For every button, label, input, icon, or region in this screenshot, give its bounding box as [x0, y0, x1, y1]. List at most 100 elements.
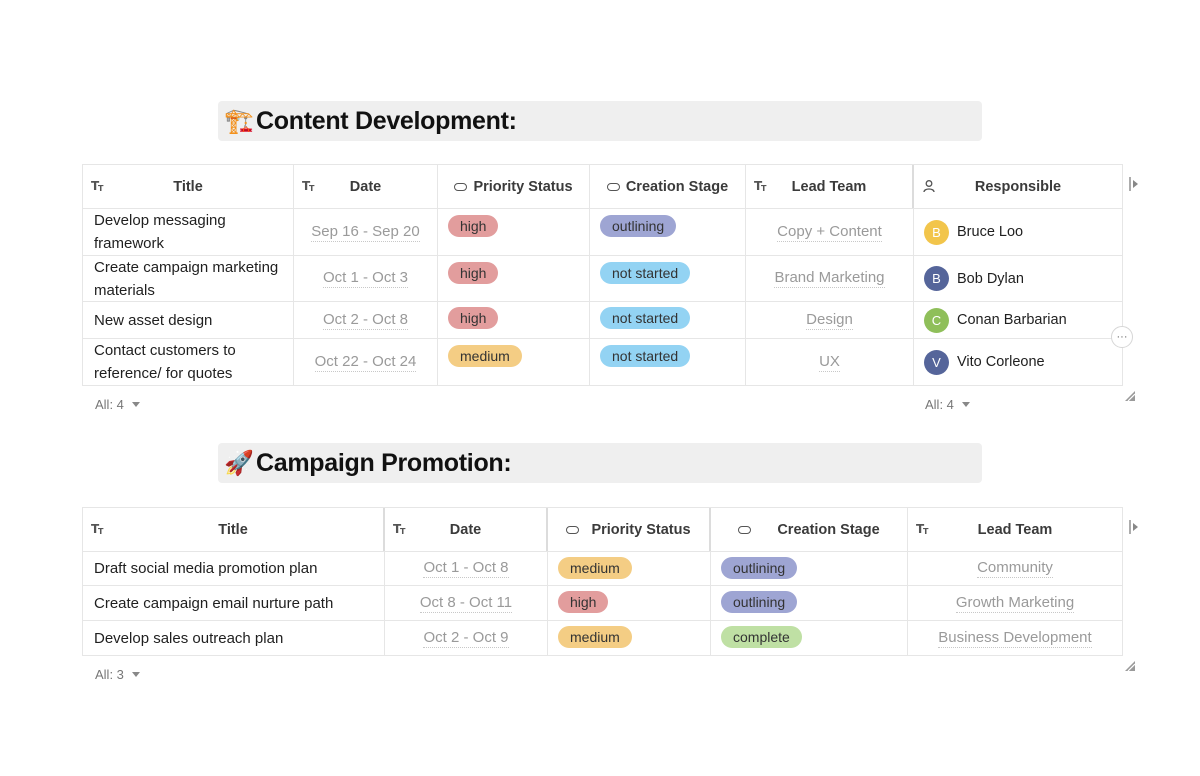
section-heading-content-development[interactable]: 🏗️ Content Development: — [218, 101, 982, 141]
priority-cell[interactable]: medium — [548, 621, 711, 655]
svg-text:T: T — [302, 179, 311, 193]
expand-columns-icon[interactable] — [1129, 177, 1139, 191]
expand-columns-icon[interactable] — [1129, 520, 1139, 534]
title-cell[interactable]: New asset design — [83, 302, 294, 338]
stage-tag: complete — [721, 626, 802, 648]
row-count-footer[interactable]: All: 3 — [95, 667, 140, 682]
column-header-label: Priority Status — [473, 178, 573, 195]
date-cell[interactable]: Oct 1 - Oct 3 — [294, 256, 438, 301]
lead-team-cell[interactable]: UX — [746, 339, 914, 385]
svg-text:T: T — [916, 522, 925, 536]
responsible-cell[interactable]: B Bob Dylan — [914, 256, 1122, 301]
date-cell[interactable]: Oct 2 - Oct 9 — [385, 621, 548, 655]
avatar: V — [924, 349, 949, 375]
stage-tag: outlining — [721, 591, 798, 613]
svg-text:T: T — [91, 179, 100, 193]
person-name: Conan Barbarian — [957, 312, 1067, 328]
lead-team-cell[interactable]: Copy + Content — [746, 209, 914, 255]
person-icon — [922, 178, 938, 194]
responsible-cell[interactable]: C Conan Barbarian — [914, 302, 1122, 338]
date-cell[interactable]: Oct 22 - Oct 24 — [294, 339, 438, 385]
caret-down-icon — [961, 402, 970, 407]
stage-cell[interactable]: not started — [590, 339, 746, 385]
svg-text:T: T — [754, 179, 763, 193]
date-cell[interactable]: Oct 2 - Oct 8 — [294, 302, 438, 338]
column-header-creation-stage[interactable]: Creation Stage — [590, 165, 746, 208]
select-type-icon — [454, 182, 468, 191]
responsible-count-footer[interactable]: All: 4 — [925, 397, 970, 412]
title-cell[interactable]: Develop sales outreach plan — [83, 621, 385, 655]
priority-tag: high — [448, 262, 499, 284]
title-cell[interactable]: Develop messaging framework — [83, 209, 294, 255]
resize-handle-icon[interactable] — [1125, 391, 1135, 401]
title-cell[interactable]: Contact customers to reference/ for quot… — [83, 339, 294, 385]
title-cell[interactable]: Create campaign email nurture path — [83, 586, 385, 620]
column-header-priority-status[interactable]: Priority Status — [548, 508, 711, 551]
priority-cell[interactable]: medium — [438, 339, 590, 385]
avatar: B — [924, 266, 949, 291]
table-row[interactable]: Create campaign email nurture path Oct 8… — [83, 586, 1122, 621]
table-row[interactable]: New asset design Oct 2 - Oct 8 high not … — [83, 302, 1122, 339]
table-row[interactable]: Develop messaging framework Sep 16 - Sep… — [83, 209, 1122, 256]
title-cell[interactable]: Draft social media promotion plan — [83, 552, 385, 585]
table-row[interactable]: Create campaign marketing materials Oct … — [83, 256, 1122, 302]
crane-icon: 🏗️ — [224, 107, 254, 135]
lead-team-cell[interactable]: Growth Marketing — [955, 593, 1075, 613]
column-header-responsible[interactable]: Responsible — [914, 165, 1122, 208]
lead-team-cell[interactable]: Design — [746, 302, 914, 338]
column-header-priority-status[interactable]: Priority Status — [438, 165, 590, 208]
stage-cell[interactable]: not started — [590, 256, 746, 301]
section-heading-campaign-promotion[interactable]: 🚀 Campaign Promotion: — [218, 443, 982, 483]
column-header-creation-stage[interactable]: Creation Stage — [711, 508, 908, 551]
stage-tag: not started — [600, 345, 691, 367]
column-header-label: Priority Status — [591, 521, 691, 538]
column-header-label: Title — [218, 521, 248, 538]
priority-cell[interactable]: high — [438, 302, 590, 338]
date-cell[interactable]: Sep 16 - Sep 20 — [294, 209, 438, 255]
stage-cell[interactable]: outlining — [711, 552, 908, 585]
priority-tag: high — [448, 307, 499, 329]
priority-tag: medium — [558, 626, 632, 648]
stage-cell[interactable]: not started — [590, 302, 746, 338]
date-cell[interactable]: Oct 8 - Oct 11 — [385, 586, 548, 620]
section-title: Content Development: — [256, 106, 517, 135]
svg-text:T: T — [400, 527, 406, 536]
stage-cell[interactable]: complete — [711, 621, 908, 655]
date-cell[interactable]: Oct 1 - Oct 8 — [385, 552, 548, 585]
title-cell[interactable]: Create campaign marketing materials — [83, 256, 294, 301]
table-row[interactable]: Contact customers to reference/ for quot… — [83, 339, 1122, 385]
resize-handle-icon[interactable] — [1125, 661, 1135, 671]
priority-cell[interactable]: high — [438, 256, 590, 301]
stage-cell[interactable]: outlining — [590, 209, 746, 255]
column-header-label: Lead Team — [977, 521, 1053, 538]
priority-cell[interactable]: high — [548, 586, 711, 620]
stage-cell[interactable]: outlining — [711, 586, 908, 620]
stage-tag: not started — [600, 262, 691, 284]
lead-team-cell[interactable]: Community — [977, 559, 1053, 578]
svg-text:T: T — [98, 527, 104, 536]
row-more-options-button[interactable]: ··· — [1111, 326, 1133, 348]
svg-text:T: T — [91, 522, 100, 536]
priority-cell[interactable]: medium — [548, 552, 711, 585]
lead-team-cell[interactable]: Business Development — [938, 628, 1092, 648]
responsible-cell[interactable]: V Vito Corleone — [914, 339, 1122, 385]
responsible-cell[interactable]: B Bruce Loo — [914, 209, 1122, 255]
column-header-label: Title — [173, 178, 203, 195]
column-header-label: Date — [349, 178, 382, 195]
row-count-footer[interactable]: All: 4 — [95, 397, 140, 412]
lead-team-cell[interactable]: Brand Marketing — [746, 256, 914, 301]
table-row[interactable]: Develop sales outreach plan Oct 2 - Oct … — [83, 621, 1122, 655]
priority-cell[interactable]: high — [438, 209, 590, 255]
column-header-label: Creation Stage — [625, 178, 729, 195]
table-row[interactable]: Draft social media promotion plan Oct 1 … — [83, 552, 1122, 586]
